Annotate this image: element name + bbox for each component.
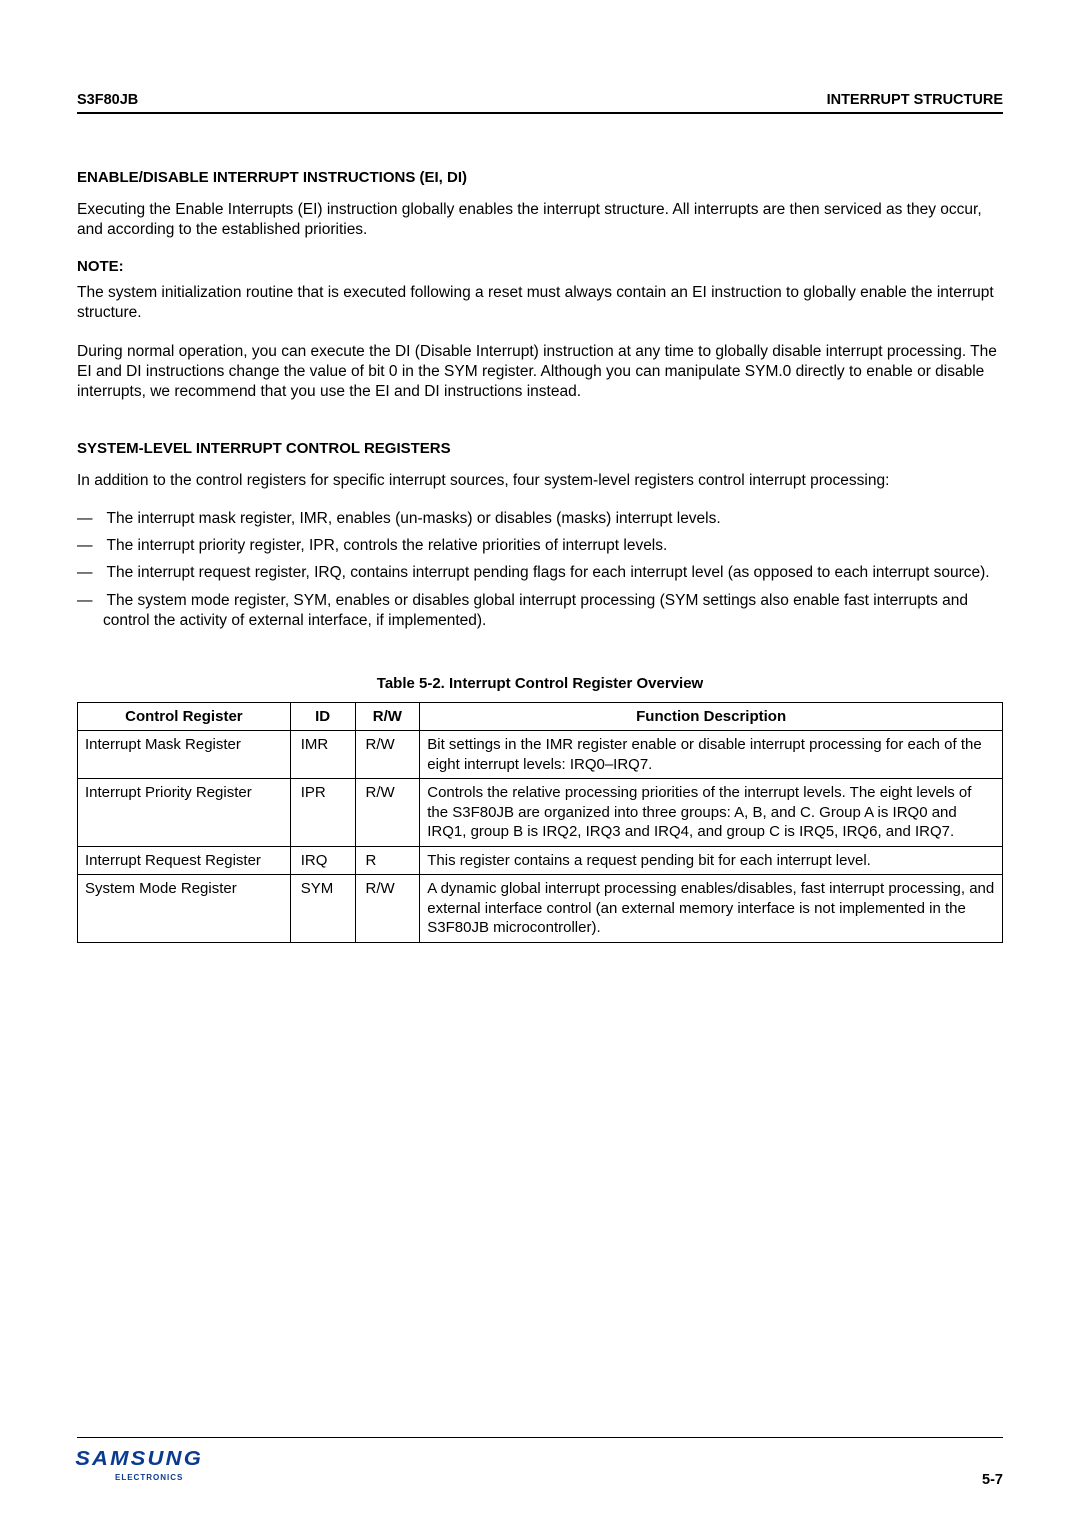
note-heading: NOTE: [77,258,1003,275]
cell-desc: This register contains a request pending… [420,846,1003,875]
bullet-item: The system mode register, SYM, enables o… [77,591,1003,631]
note-para1: The system initialization routine that i… [77,283,1003,323]
cell-rw: R [355,846,420,875]
th-rw: R/W [355,702,420,731]
cell-id: IMR [290,731,355,779]
cell-desc: Controls the relative processing priorit… [420,779,1003,847]
th-desc: Function Description [420,702,1003,731]
table-row: Interrupt Mask Register IMR R/W Bit sett… [78,731,1003,779]
cell-desc: A dynamic global interrupt processing en… [420,875,1003,943]
th-id: ID [290,702,355,731]
cell-reg: System Mode Register [78,875,291,943]
page-number: 5-7 [982,1448,1003,1488]
th-reg: Control Register [78,702,291,731]
footer: SAMSUNG ELECTRONICS 5-7 [77,1437,1003,1488]
cell-rw: R/W [355,875,420,943]
section2-heading: SYSTEM-LEVEL INTERRUPT CONTROL REGISTERS [77,440,1003,457]
table-row: System Mode Register SYM R/W A dynamic g… [78,875,1003,943]
bullet-list: The interrupt mask register, IMR, enable… [77,509,1003,631]
cell-id: IRQ [290,846,355,875]
cell-desc: Bit settings in the IMR register enable … [420,731,1003,779]
cell-id: IPR [290,779,355,847]
header-left: S3F80JB [77,92,138,108]
header-divider [77,112,1003,114]
section2-intro: In addition to the control registers for… [77,471,1003,491]
cell-reg: Interrupt Mask Register [78,731,291,779]
bullet-item: The interrupt mask register, IMR, enable… [77,509,1003,529]
table-row: Interrupt Request Register IRQ R This re… [78,846,1003,875]
cell-reg: Interrupt Request Register [78,846,291,875]
section1-para1: Executing the Enable Interrupts (EI) ins… [77,200,1003,240]
cell-id: SYM [290,875,355,943]
register-table: Control Register ID R/W Function Descrip… [77,702,1003,943]
cell-reg: Interrupt Priority Register [78,779,291,847]
table-title: Table 5-2. Interrupt Control Register Ov… [77,675,1003,692]
cell-rw: R/W [355,731,420,779]
samsung-electronics: ELECTRONICS [115,1473,183,1482]
footer-divider [77,1437,1003,1438]
header-right: INTERRUPT STRUCTURE [827,92,1003,108]
note-para2: During normal operation, you can execute… [77,342,1003,402]
samsung-wordmark: SAMSUNG [75,1448,203,1471]
bullet-item: The interrupt priority register, IPR, co… [77,536,1003,556]
table-row: Interrupt Priority Register IPR R/W Cont… [78,779,1003,847]
samsung-logo: SAMSUNG ELECTRONICS [77,1448,197,1482]
section1-heading: ENABLE/DISABLE INTERRUPT INSTRUCTIONS (E… [77,169,1003,186]
cell-rw: R/W [355,779,420,847]
bullet-item: The interrupt request register, IRQ, con… [77,563,1003,583]
